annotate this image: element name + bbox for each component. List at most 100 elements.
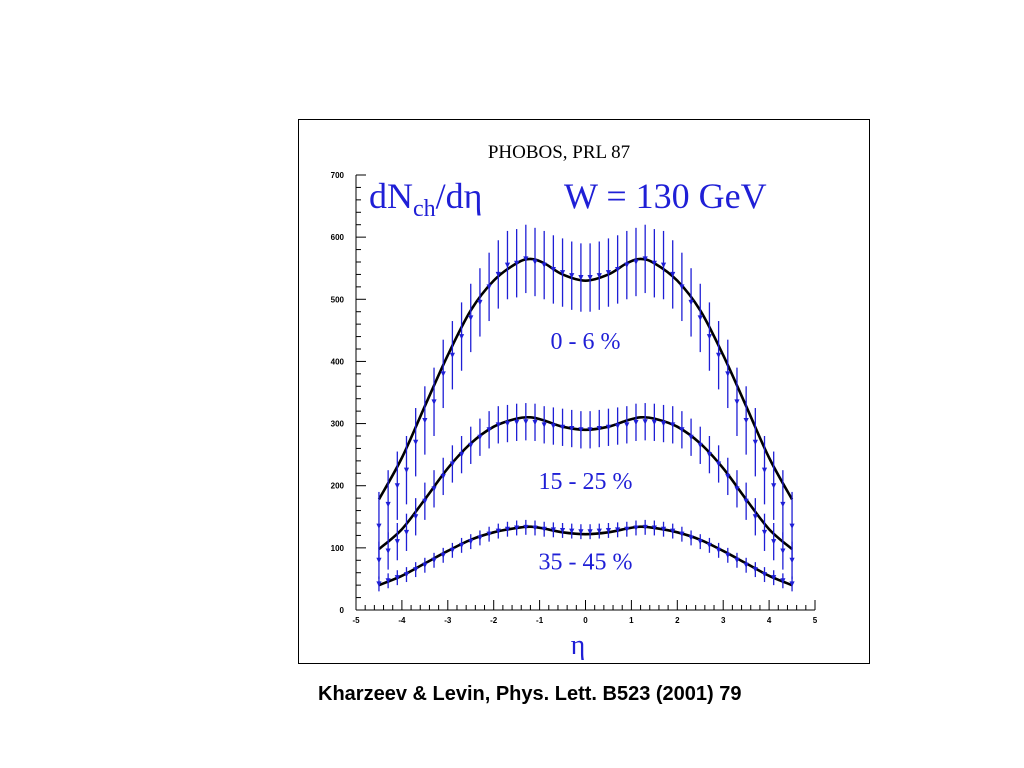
- y-tick-label: 600: [331, 233, 345, 242]
- data-point: [688, 299, 694, 306]
- data-point: [403, 529, 410, 536]
- data-point: [679, 427, 685, 433]
- data-point: [403, 572, 410, 578]
- chart-title-quantity: dNch/dη: [369, 176, 482, 222]
- data-point: [615, 266, 621, 273]
- data-point: [660, 262, 667, 268]
- data-point: [385, 578, 391, 584]
- data-point: [642, 524, 648, 531]
- data-point: [477, 535, 483, 541]
- data-point: [587, 275, 593, 281]
- data-point: [458, 452, 465, 458]
- data-point: [578, 529, 584, 535]
- x-tick-label: -2: [490, 616, 498, 625]
- data-point: [587, 427, 593, 433]
- data-point: [523, 256, 529, 262]
- chart-title-energy: W = 130 GeV: [564, 176, 767, 216]
- data-point: [725, 371, 731, 377]
- fit-curve: [378, 525, 793, 587]
- y-tick-label: 400: [331, 357, 345, 366]
- data-point: [716, 461, 722, 467]
- title-quantity-main: dN: [369, 176, 413, 216]
- data-point: [486, 284, 492, 290]
- data-point: [449, 461, 455, 467]
- data-point: [615, 527, 621, 533]
- data-point: [716, 547, 722, 554]
- series-label: 0 - 6 %: [551, 329, 621, 355]
- series-labels: 0 - 6 % 15 - 25 % 35 - 45 %: [539, 329, 633, 576]
- data-point: [413, 514, 419, 520]
- data-point: [642, 256, 648, 262]
- data-point: [660, 421, 667, 427]
- data-point: [559, 424, 566, 431]
- data-point: [651, 419, 657, 426]
- data-point: [477, 434, 483, 441]
- y-tick-label: 700: [331, 171, 345, 180]
- data-point: [559, 527, 566, 534]
- data-point: [541, 422, 547, 428]
- data-point: [734, 486, 740, 492]
- data-point: [605, 424, 612, 431]
- data-point: [615, 423, 621, 429]
- data-point: [394, 539, 400, 545]
- data-point: [743, 417, 749, 424]
- data-point: [780, 501, 786, 508]
- data-point: [633, 259, 639, 265]
- data-point: [688, 535, 694, 541]
- x-tick-label: -4: [398, 616, 406, 625]
- data-point: [578, 427, 584, 433]
- data-point: [541, 262, 547, 268]
- data-points: [376, 224, 795, 592]
- data-point: [422, 562, 428, 569]
- data-point: [413, 567, 419, 573]
- y-tick-label: 300: [331, 420, 345, 429]
- data-point: [550, 266, 556, 273]
- series-label: 15 - 25 %: [539, 469, 633, 495]
- data-point: [633, 525, 639, 531]
- data-point: [376, 523, 382, 529]
- data-point: [449, 352, 455, 359]
- data-point: [624, 422, 630, 428]
- data-point: [706, 334, 713, 340]
- data-point: [605, 270, 612, 276]
- data-point: [569, 273, 575, 279]
- data-point: [440, 473, 446, 480]
- data-point: [660, 526, 667, 533]
- title-quantity-tail: /dη: [436, 176, 483, 216]
- data-point: [385, 548, 391, 554]
- axes: -5 -4 -3 -2 -1 0 1 2 3 4 5 0 100 200 300 400 500 600 700: [331, 171, 818, 625]
- data-point: [679, 284, 685, 290]
- data-point: [734, 557, 740, 564]
- figure-frame: PHOBOS, PRL 87 dNch/dη W = 130 GeV -5 -4-…: [298, 119, 870, 664]
- x-axis-label: η: [571, 630, 586, 661]
- x-tick-label: 3: [721, 616, 726, 625]
- y-tick-label: 0: [340, 606, 345, 615]
- data-point: [771, 539, 777, 545]
- data-point: [697, 315, 703, 321]
- data-point: [725, 473, 731, 480]
- data-point: [550, 423, 556, 429]
- data-point: [532, 419, 538, 426]
- x-tick-label: -3: [444, 616, 452, 625]
- data-point: [422, 417, 428, 424]
- data-point: [706, 542, 713, 549]
- data-point: [578, 275, 584, 281]
- data-point: [559, 270, 566, 276]
- data-point: [706, 452, 713, 458]
- data-point: [532, 259, 538, 265]
- data-point: [422, 498, 428, 505]
- title-quantity-sub: ch: [413, 196, 436, 222]
- data-point: [771, 575, 777, 581]
- data-point: [743, 498, 749, 505]
- data-point: [789, 581, 795, 587]
- data-point: [596, 273, 602, 279]
- x-tick-label: 4: [767, 616, 772, 625]
- data-point: [394, 575, 400, 581]
- data-point: [651, 260, 657, 267]
- data-point: [688, 434, 694, 441]
- data-point: [697, 539, 703, 545]
- x-tick-label: 5: [813, 616, 818, 625]
- source-label: PHOBOS, PRL 87: [488, 142, 630, 163]
- x-tick-label: -1: [536, 616, 544, 625]
- data-point: [523, 524, 529, 531]
